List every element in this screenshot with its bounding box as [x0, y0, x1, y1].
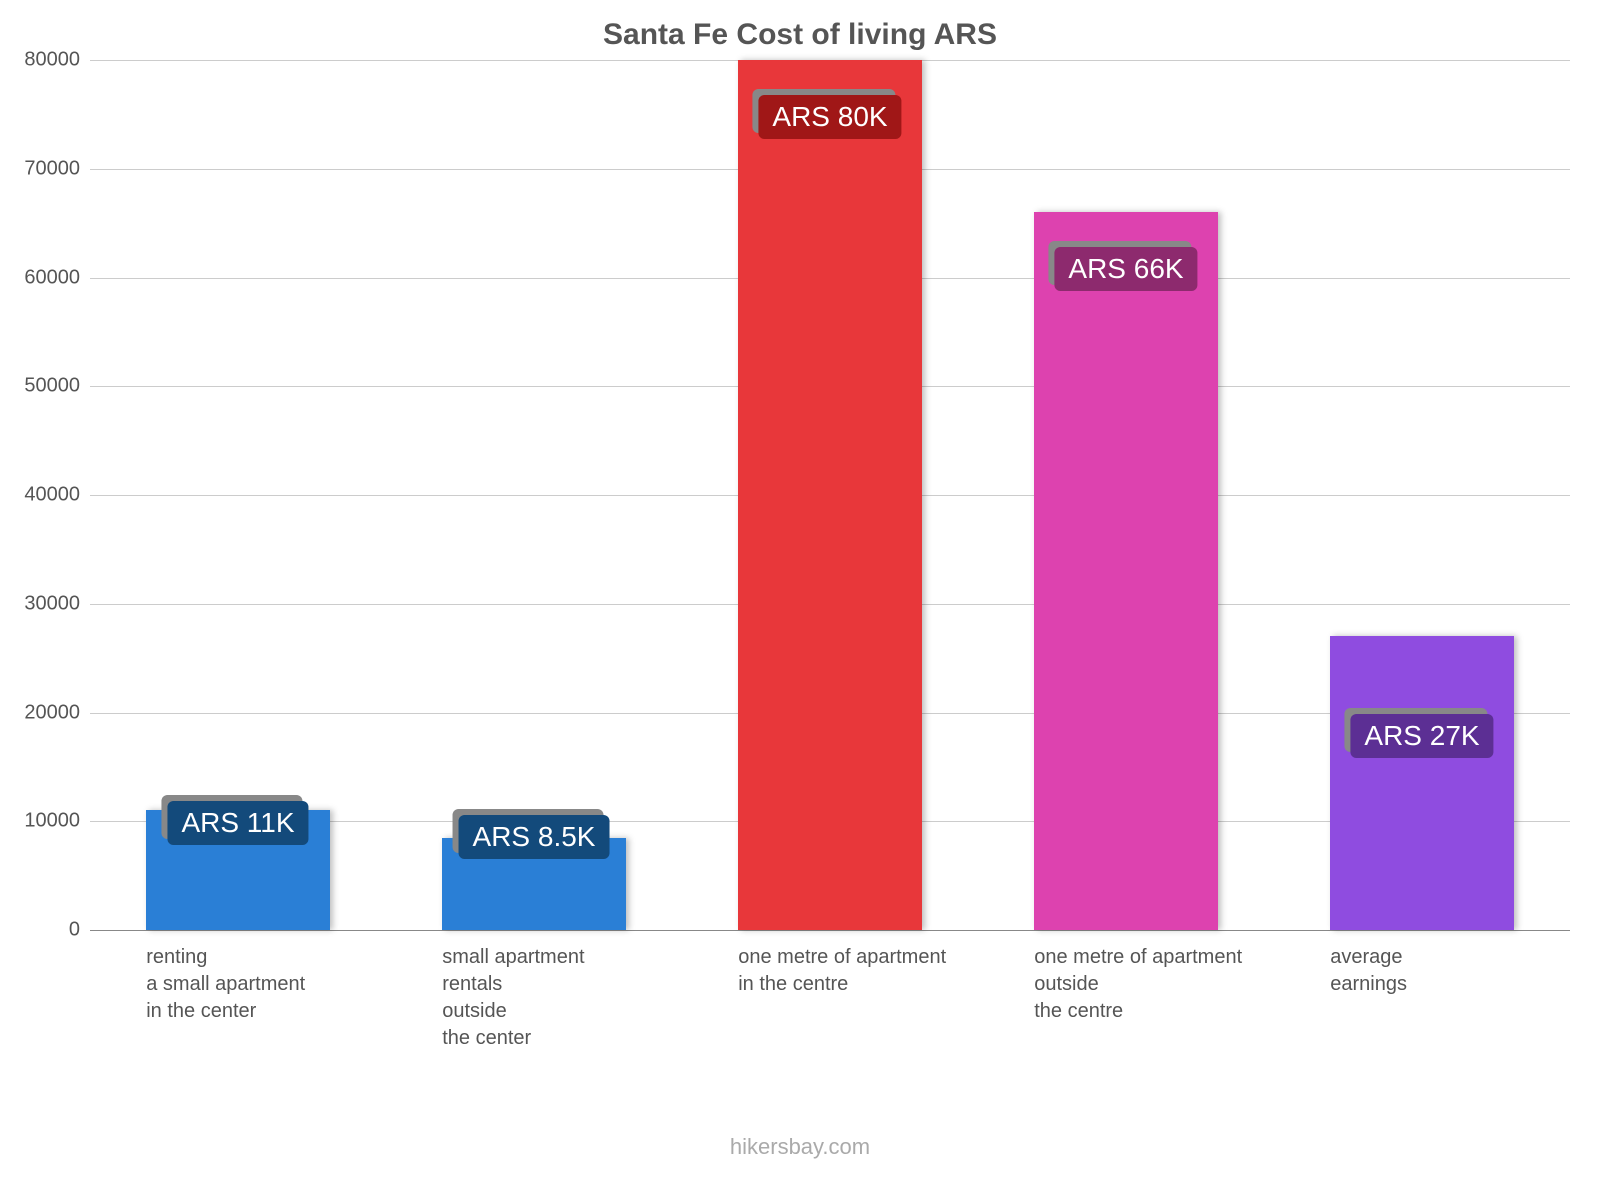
chart-title: Santa Fe Cost of living ARS [0, 18, 1600, 52]
y-tick-label: 20000 [24, 701, 80, 724]
value-label: ARS 27K [1350, 714, 1493, 758]
x-category-label: one metre of apartmentoutsidethe centre [1034, 944, 1258, 1025]
y-tick-label: 10000 [24, 810, 80, 833]
value-label: ARS 8.5K [459, 815, 610, 859]
value-label: ARS 66K [1054, 247, 1197, 291]
y-tick-label: 70000 [24, 157, 80, 180]
x-category-label: averageearnings [1330, 944, 1554, 998]
bar [1330, 636, 1514, 930]
x-axis-baseline [90, 930, 1570, 931]
y-tick-label: 30000 [24, 592, 80, 615]
bar [1034, 212, 1218, 930]
chart-container: Santa Fe Cost of living ARS 010000200003… [0, 0, 1600, 1200]
y-tick-label: 50000 [24, 375, 80, 398]
x-category-label: one metre of apartmentin the centre [738, 944, 962, 998]
value-label: ARS 11K [167, 801, 308, 845]
bar [738, 60, 922, 930]
value-label: ARS 80K [758, 95, 901, 139]
y-tick-label: 40000 [24, 484, 80, 507]
y-tick-label: 0 [69, 919, 80, 942]
attribution-text: hikersbay.com [0, 1134, 1600, 1160]
x-category-label: small apartmentrentalsoutsidethe center [442, 944, 666, 1052]
y-tick-label: 80000 [24, 49, 80, 72]
x-category-label: rentinga small apartmentin the center [146, 944, 370, 1025]
y-tick-label: 60000 [24, 266, 80, 289]
plot-area: 0100002000030000400005000060000700008000… [90, 60, 1570, 930]
